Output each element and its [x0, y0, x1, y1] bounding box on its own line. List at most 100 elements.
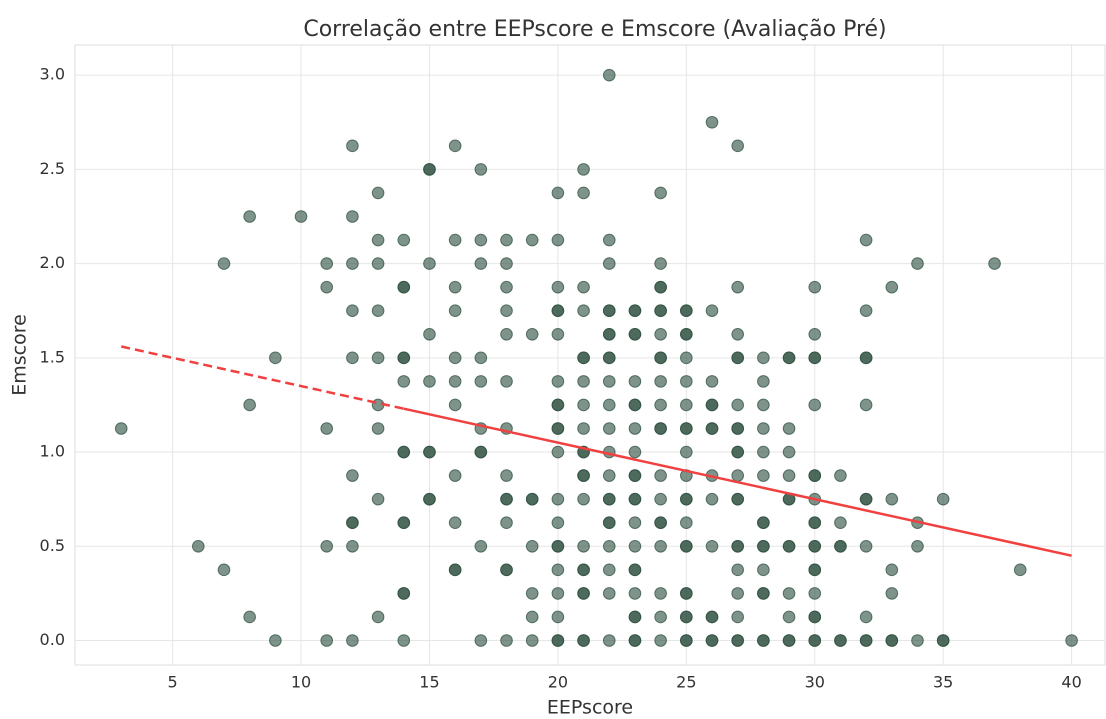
point [551, 634, 565, 647]
point [628, 327, 642, 341]
point [757, 563, 770, 577]
x-tick-label: 20 [548, 673, 568, 692]
point [680, 610, 693, 624]
point [602, 587, 616, 600]
point [114, 422, 128, 435]
point [474, 539, 488, 553]
point [654, 634, 667, 647]
x-tick-label: 10 [291, 673, 311, 692]
point [320, 422, 334, 435]
point [885, 280, 899, 294]
point [782, 351, 796, 365]
point [577, 539, 590, 553]
point [680, 375, 693, 388]
point [731, 139, 744, 153]
point [680, 587, 693, 600]
point [654, 492, 667, 506]
point [525, 610, 539, 624]
point [551, 398, 565, 412]
point [371, 304, 385, 318]
point [859, 233, 873, 247]
point [936, 634, 950, 647]
x-tick-label: 40 [1061, 673, 1081, 692]
point [602, 634, 616, 647]
y-tick-label: 2.5 [40, 159, 65, 178]
y-tick-label: 1.0 [40, 442, 65, 461]
point [500, 634, 513, 647]
point [628, 516, 642, 530]
point [346, 304, 359, 318]
point [654, 280, 667, 294]
point [500, 516, 513, 530]
point [885, 587, 899, 600]
point [397, 587, 411, 600]
point [577, 163, 590, 176]
point [577, 375, 590, 388]
point [525, 587, 539, 600]
x-tick-label: 30 [805, 673, 825, 692]
point [577, 469, 590, 482]
point [371, 257, 385, 270]
point [680, 422, 693, 435]
point [705, 492, 719, 506]
point [397, 516, 411, 530]
point [757, 539, 770, 553]
point [885, 563, 899, 577]
point [500, 233, 513, 247]
point [808, 587, 822, 600]
x-tick-label: 5 [168, 673, 178, 692]
point [500, 327, 513, 341]
point [320, 257, 334, 270]
point [525, 634, 539, 647]
point [371, 610, 385, 624]
point [448, 280, 462, 294]
point [525, 233, 539, 247]
point [1065, 634, 1078, 647]
point [474, 257, 488, 270]
point [731, 492, 744, 506]
point [782, 469, 796, 482]
point [680, 304, 693, 318]
point [397, 233, 411, 247]
point [448, 516, 462, 530]
point [834, 469, 847, 482]
point [705, 634, 719, 647]
point [731, 539, 744, 553]
point [551, 280, 565, 294]
point [731, 398, 744, 412]
point [911, 539, 924, 553]
point [654, 539, 667, 553]
point [731, 280, 744, 294]
point [705, 422, 719, 435]
y-tick-label: 2.0 [40, 253, 65, 272]
point [731, 351, 744, 365]
point [911, 634, 924, 647]
point [680, 539, 693, 553]
point [551, 587, 565, 600]
point [885, 634, 899, 647]
point [628, 563, 642, 577]
point [448, 398, 462, 412]
point [217, 563, 231, 577]
point [654, 257, 667, 270]
point [705, 304, 719, 318]
point [628, 445, 642, 459]
point [423, 375, 436, 388]
chart-title: Correlação entre EEPscore e Emscore (Ava… [303, 17, 886, 42]
point [423, 445, 436, 459]
point [680, 634, 693, 647]
point [500, 257, 513, 270]
point [808, 351, 822, 365]
point [448, 469, 462, 482]
point [500, 563, 513, 577]
point [628, 539, 642, 553]
x-axis-label: EEPscore [547, 697, 633, 719]
point [705, 539, 719, 553]
point [654, 587, 667, 600]
point [525, 327, 539, 341]
point [680, 327, 693, 341]
x-tick-label: 35 [933, 673, 953, 692]
point [731, 422, 744, 435]
point [859, 304, 873, 318]
point [654, 186, 667, 200]
